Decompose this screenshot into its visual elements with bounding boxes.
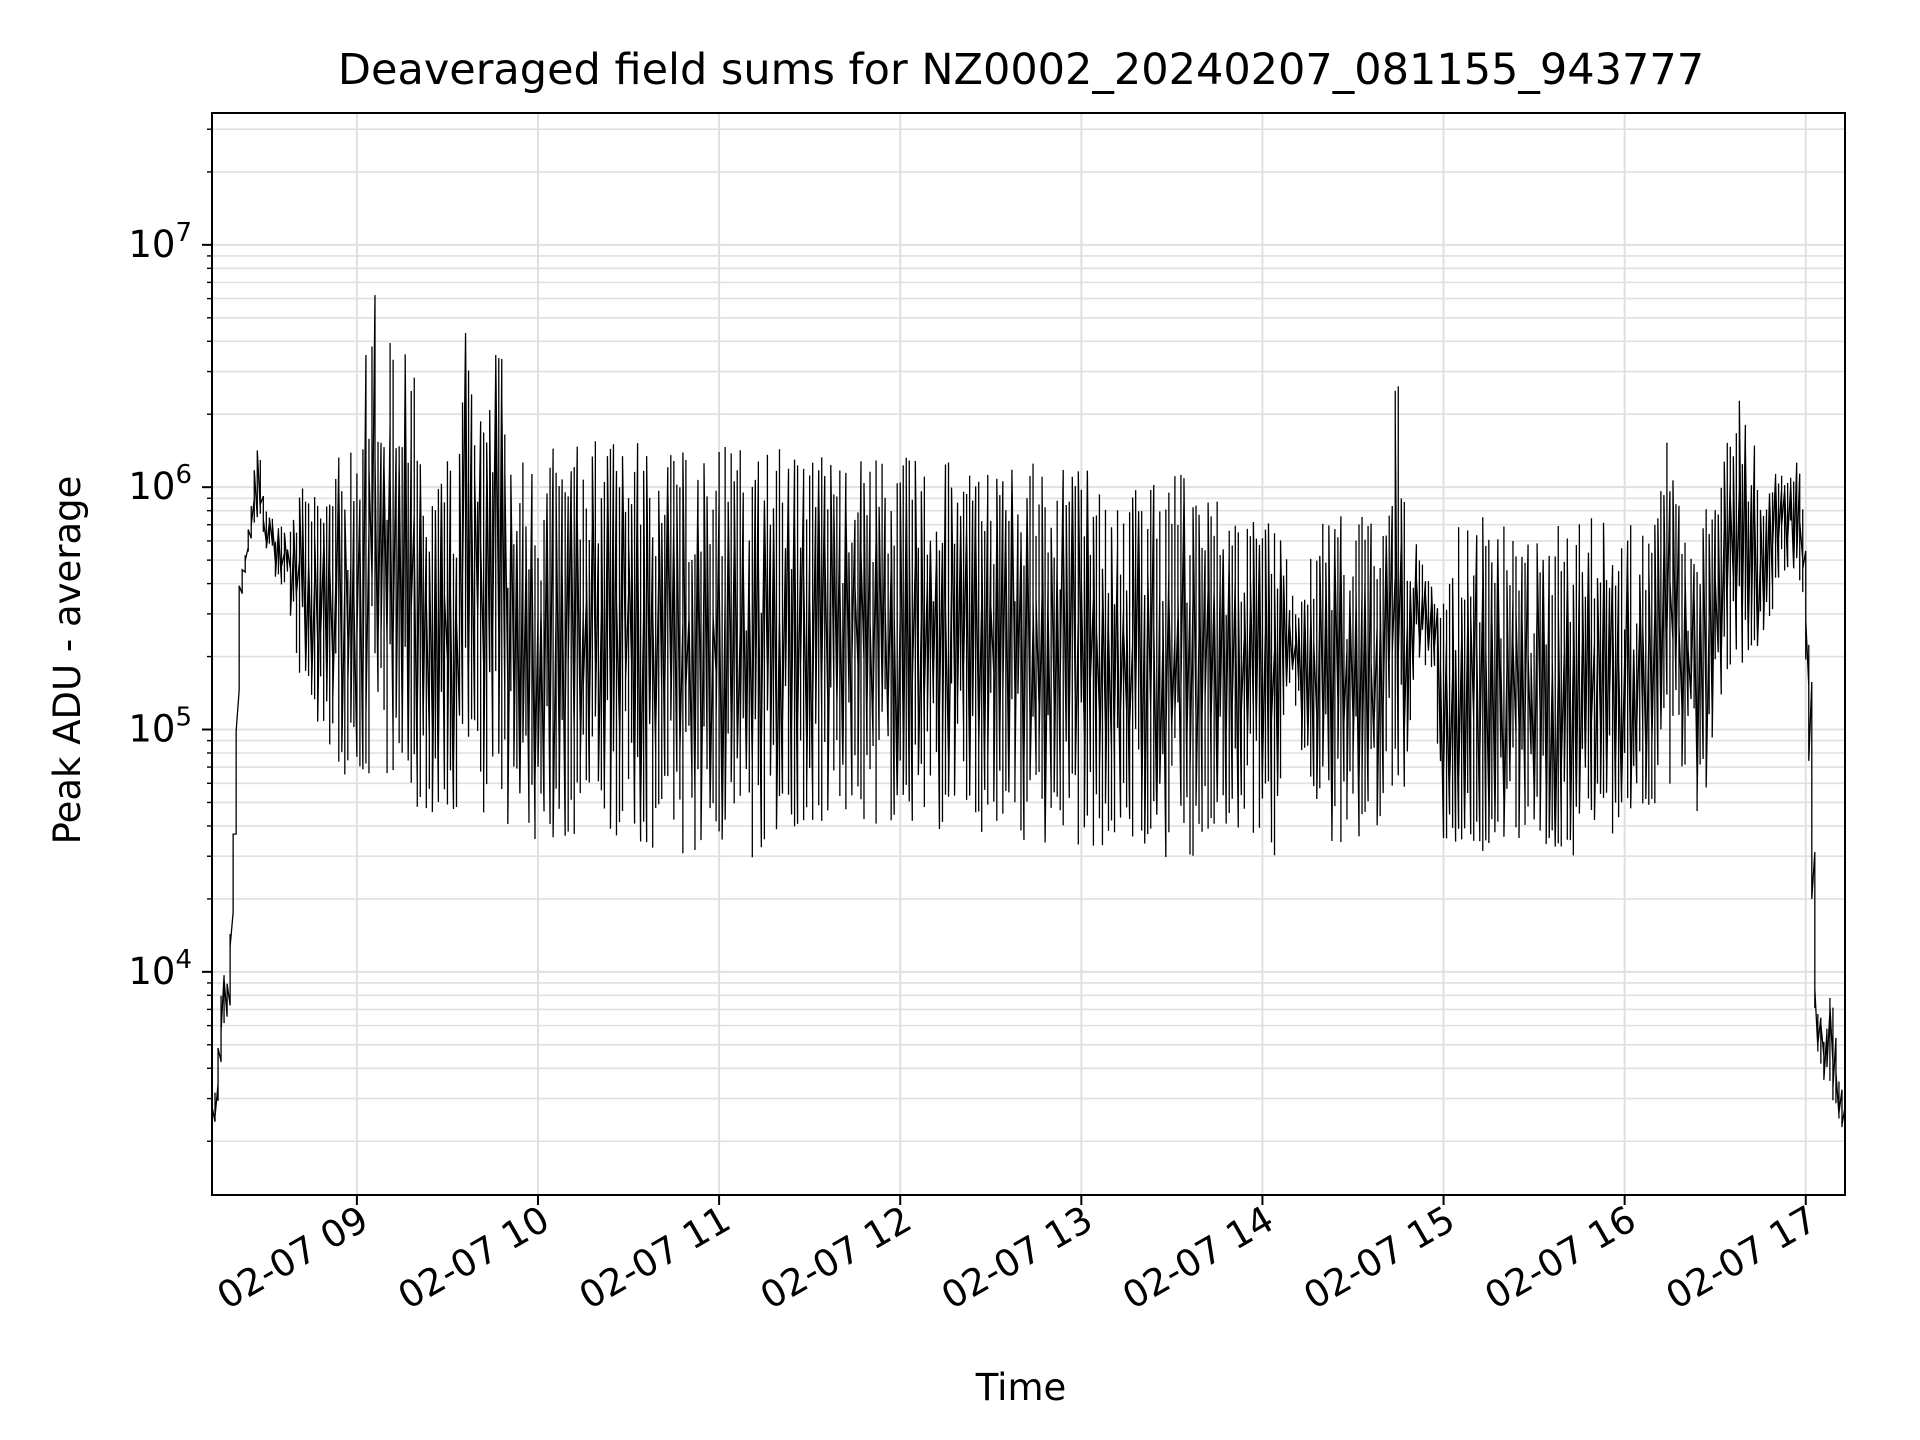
chart-title: Deaveraged field sums for NZ0002_2024020… bbox=[338, 45, 1704, 95]
x-axis-label: Time bbox=[975, 1366, 1067, 1409]
axes-frame bbox=[211, 112, 1846, 1196]
y-tick-label: 107 bbox=[128, 218, 192, 266]
y-axis-label: Peak ADU - average bbox=[46, 476, 89, 845]
series-line bbox=[211, 295, 1846, 1128]
series-layer bbox=[211, 295, 1846, 1128]
y-axis: 104 105 106 107 bbox=[128, 128, 212, 1142]
y-tick-label: 104 bbox=[128, 945, 192, 993]
y-tick-label: 106 bbox=[128, 460, 192, 508]
y-tick-label: 105 bbox=[128, 703, 192, 751]
